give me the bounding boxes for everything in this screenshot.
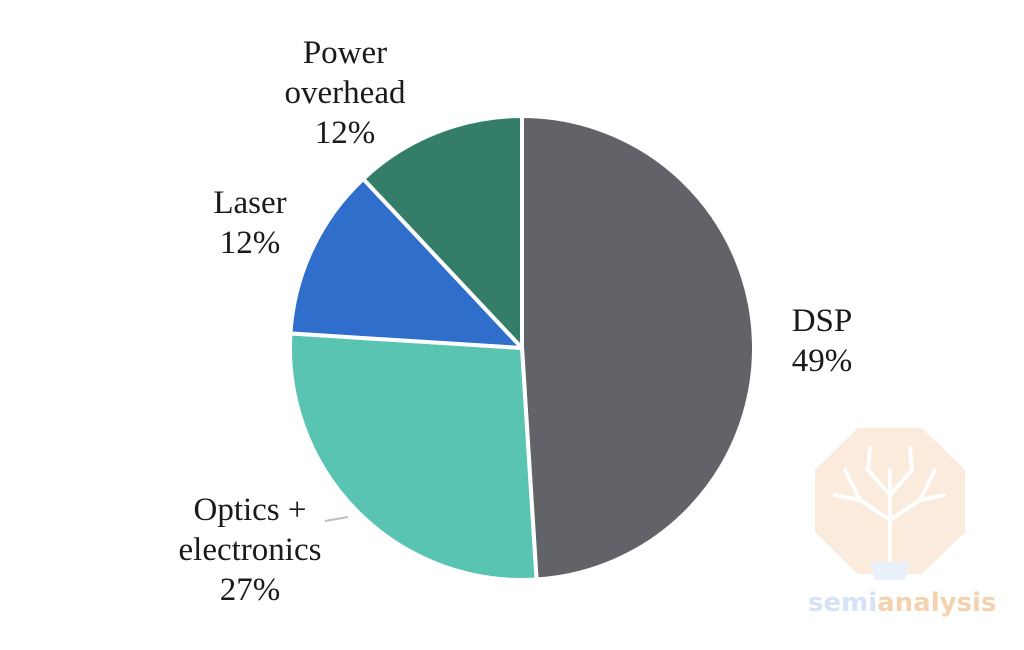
label-power-overhead: Power overhead 12%	[255, 33, 435, 153]
slice-dsp	[520, 114, 756, 582]
slice-laser	[288, 176, 524, 350]
label-dsp: DSP 49%	[772, 301, 872, 381]
watermark-logo-icon	[815, 428, 965, 580]
label-power-line2: overhead	[284, 75, 406, 111]
label-optics-line1: Optics +	[193, 492, 307, 528]
slice-optics-electronics	[288, 331, 539, 582]
watermark-text-part2: analysis	[877, 588, 997, 618]
optics-leader-line	[324, 516, 349, 522]
label-optics-percent: 27%	[219, 572, 281, 608]
label-dsp-percent: 49%	[791, 343, 853, 379]
label-laser-name: Laser	[213, 185, 287, 221]
label-laser: Laser 12%	[190, 183, 310, 263]
watermark-text-part1: semi	[808, 588, 878, 618]
label-dsp-name: DSP	[791, 303, 853, 339]
label-power-line1: Power	[302, 35, 388, 71]
watermark-text: semianalysis	[808, 588, 996, 618]
label-power-percent: 12%	[314, 115, 376, 151]
label-optics-line2: electronics	[178, 532, 322, 568]
slice-power-overhead	[361, 114, 524, 350]
label-optics-electronics: Optics + electronics 27%	[150, 490, 350, 610]
label-laser-percent: 12%	[219, 225, 281, 261]
